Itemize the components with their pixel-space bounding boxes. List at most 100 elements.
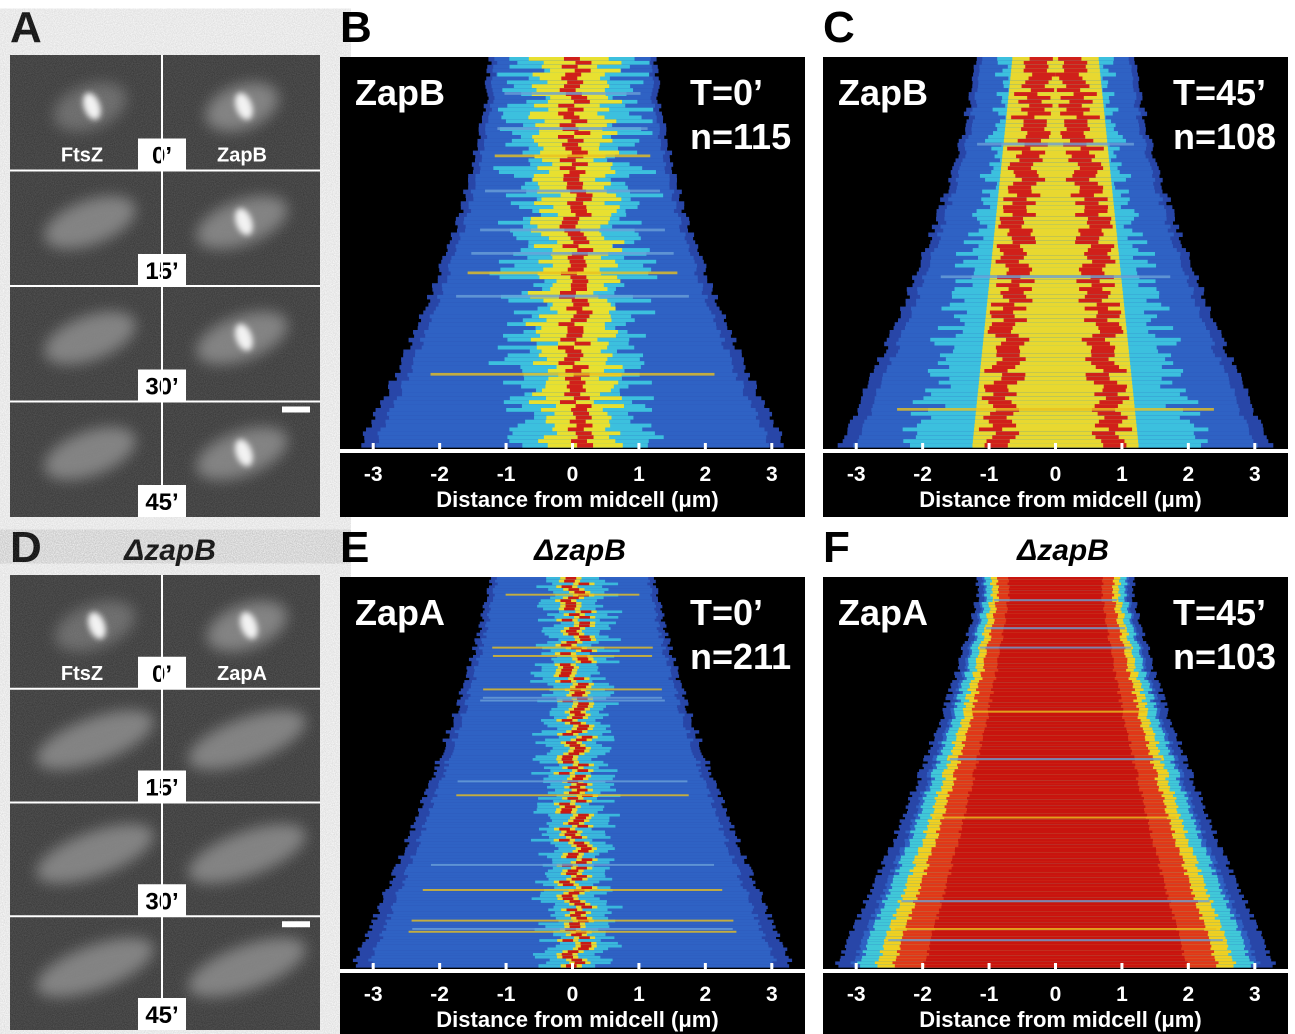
profile-row [1087, 248, 1112, 253]
profile-row [984, 384, 1008, 390]
profile-row [998, 193, 1113, 198]
profile-row [567, 852, 579, 857]
profile-row [562, 955, 574, 960]
profile-row [936, 914, 1175, 918]
profile-row [926, 955, 1185, 960]
profile-row [996, 209, 1115, 214]
profile-row [1003, 635, 1108, 639]
profile-row [1008, 577, 1103, 581]
profile-row [1021, 107, 1045, 113]
profile-row [929, 953, 1182, 957]
profile-row [576, 788, 588, 793]
profile-row [1003, 197, 1027, 202]
profile-row [571, 162, 588, 167]
profile-row [567, 353, 584, 358]
profile-row [961, 819, 1150, 823]
profile-row [556, 279, 621, 284]
profile-row [1013, 170, 1037, 175]
profile-row [1099, 330, 1124, 335]
profile-row [1003, 205, 1027, 210]
cell-spot [239, 612, 258, 639]
profile-row [1093, 380, 1118, 386]
cell-body [44, 311, 136, 365]
profile-row [575, 415, 592, 421]
profile-row [993, 680, 1118, 684]
profile-row [972, 439, 1139, 444]
profile-row [563, 760, 574, 765]
profile-row [1006, 337, 1030, 343]
profile-row [983, 730, 1128, 734]
profile-row [1001, 632, 1110, 637]
protein-label: ZapB [838, 72, 928, 113]
profile-row [550, 306, 616, 312]
profile-row [579, 635, 590, 639]
profile-row [571, 730, 583, 734]
profile-row [1084, 252, 1108, 257]
profile-row [1056, 88, 1081, 93]
profile-row [996, 353, 1020, 358]
profile-row [1005, 263, 1029, 269]
profile-row [985, 314, 1126, 319]
profile-row [574, 131, 591, 136]
profile-row [986, 310, 1125, 315]
profile-row [563, 666, 574, 670]
x-axis-label: Distance from midcell (μm) [919, 487, 1201, 512]
profile-row [1016, 154, 1040, 159]
cell [188, 937, 306, 998]
profile-row [1021, 150, 1046, 156]
profile-row [570, 209, 587, 214]
profile-row [573, 240, 590, 245]
profile-row [953, 863, 1158, 868]
profile-row [566, 333, 583, 339]
profile-row [565, 369, 582, 374]
profile-row [951, 872, 1160, 876]
profile-row [1003, 318, 1027, 323]
cell-body [36, 937, 154, 998]
profile-row [992, 244, 1119, 249]
profile-row [1101, 439, 1125, 444]
profile-row [579, 616, 590, 620]
profile-row [996, 213, 1115, 218]
profile-row [1002, 154, 1109, 159]
profile-row [1058, 57, 1082, 62]
profile-row [580, 638, 591, 642]
profile-row [977, 396, 1134, 401]
profile-row [1080, 232, 1104, 237]
profile-row [994, 228, 1117, 234]
profile-row [1007, 582, 1104, 586]
profile-row [573, 749, 585, 754]
profile-row [1058, 103, 1082, 109]
profile-row [987, 294, 1124, 300]
profile-row [573, 314, 590, 319]
profile-row [1059, 76, 1083, 81]
x-tick-label: -1 [497, 463, 516, 486]
profile-row [1081, 337, 1105, 343]
profile-row [980, 752, 1131, 756]
profile-row [561, 758, 573, 762]
count-label: n=211 [690, 636, 791, 677]
profile-row [576, 193, 593, 198]
profile-row [567, 797, 579, 801]
profile-row [980, 361, 1131, 366]
profile-row [1009, 88, 1102, 93]
profile-row [569, 922, 580, 926]
profile-row [1009, 80, 1102, 85]
profile-row [947, 877, 1164, 882]
profile-row [999, 248, 1024, 253]
profile-row [1009, 298, 1033, 304]
profile-row [963, 813, 1148, 818]
profile-row [578, 947, 589, 951]
x-tick-label: 1 [633, 463, 645, 486]
profile-row [993, 392, 1017, 397]
count-label: n=108 [1173, 116, 1276, 157]
panel-letter: E [340, 523, 369, 572]
profile-row [1007, 103, 1104, 109]
x-tick-label: -2 [913, 463, 932, 486]
time-label: T=45’ [1173, 72, 1266, 113]
profile-row [560, 680, 572, 684]
profile-row [978, 380, 1133, 386]
profile-row [978, 760, 1133, 765]
profile-row [1075, 213, 1099, 218]
x-axis-label: Distance from midcell (μm) [919, 1007, 1201, 1032]
x-tick-label: -1 [980, 983, 999, 1006]
